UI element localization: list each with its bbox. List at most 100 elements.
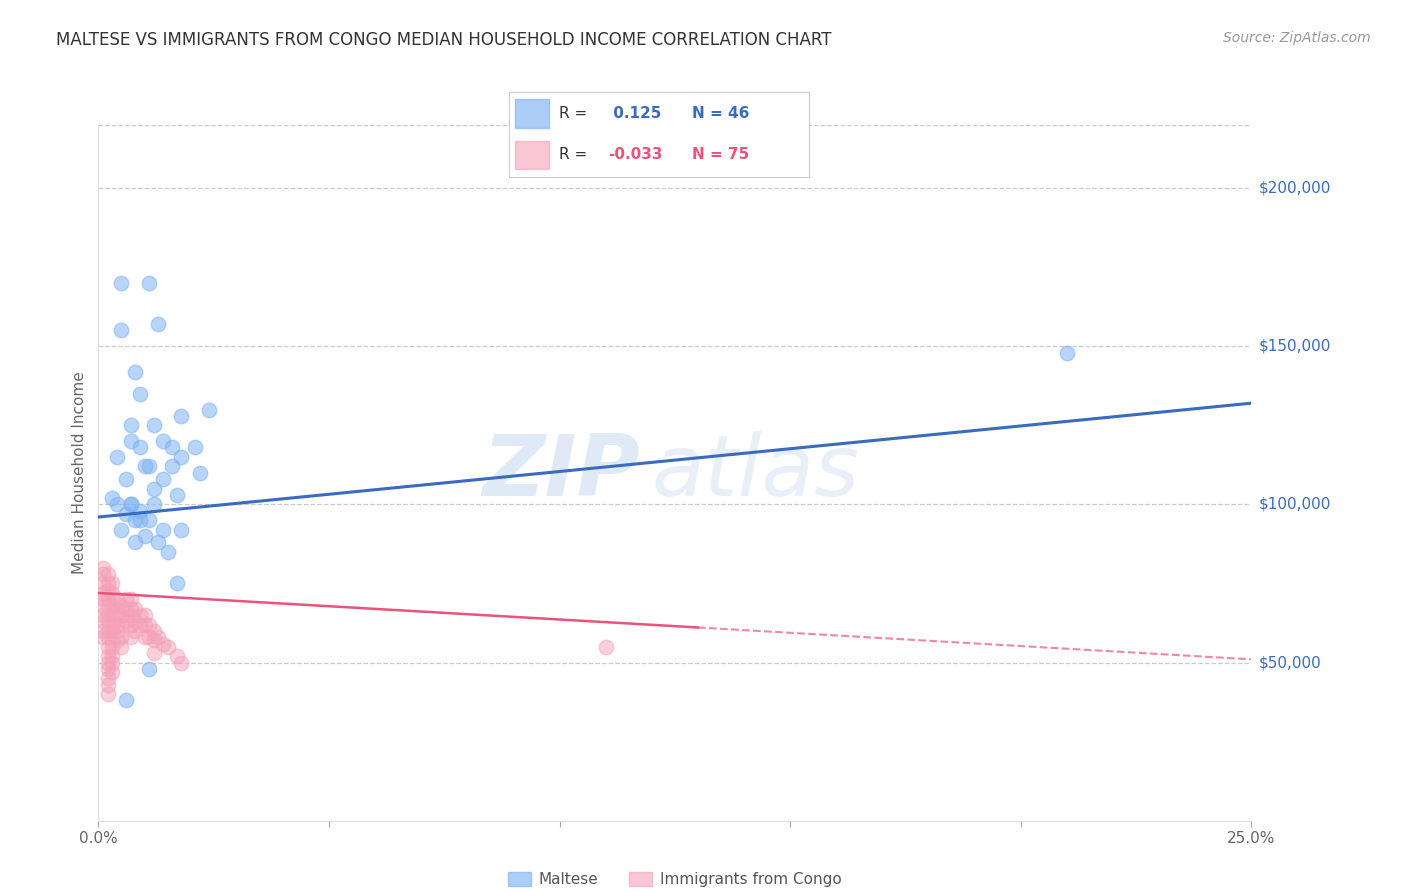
Point xyxy=(170,450,193,464)
Text: 0.125: 0.125 xyxy=(609,106,662,120)
Point xyxy=(134,529,156,543)
Point xyxy=(110,608,132,623)
Point xyxy=(142,482,165,496)
Point xyxy=(188,466,211,480)
Point xyxy=(170,523,193,537)
Point xyxy=(170,409,193,423)
Point xyxy=(120,497,142,511)
Point xyxy=(138,662,160,676)
Point xyxy=(91,576,114,591)
Point xyxy=(198,402,221,417)
Point xyxy=(120,434,142,449)
Point xyxy=(184,441,207,455)
Text: MALTESE VS IMMIGRANTS FROM CONGO MEDIAN HOUSEHOLD INCOME CORRELATION CHART: MALTESE VS IMMIGRANTS FROM CONGO MEDIAN … xyxy=(56,31,832,49)
Point xyxy=(105,624,128,638)
Point xyxy=(110,323,132,337)
Point xyxy=(142,624,165,638)
Point xyxy=(152,523,174,537)
Point xyxy=(120,630,142,644)
Point xyxy=(120,418,142,433)
Point xyxy=(120,497,142,511)
Point xyxy=(97,576,120,591)
Point xyxy=(129,441,152,455)
Point xyxy=(91,615,114,629)
Point xyxy=(129,617,152,632)
Point xyxy=(134,630,156,644)
Point xyxy=(105,633,128,648)
Point xyxy=(124,365,146,379)
Point xyxy=(138,630,160,644)
Point xyxy=(142,633,165,648)
Text: $150,000: $150,000 xyxy=(1258,339,1330,354)
Point xyxy=(97,624,120,638)
Point xyxy=(160,459,183,474)
Point xyxy=(120,617,142,632)
Point xyxy=(152,636,174,650)
Point xyxy=(170,656,193,670)
Point xyxy=(134,608,156,623)
Point xyxy=(97,566,120,581)
Point xyxy=(105,601,128,615)
Text: R =: R = xyxy=(558,106,586,120)
Point xyxy=(97,615,120,629)
Point xyxy=(101,576,124,591)
Point xyxy=(97,608,120,623)
Text: $50,000: $50,000 xyxy=(1258,655,1322,670)
Point xyxy=(134,617,156,632)
Point xyxy=(142,418,165,433)
Point xyxy=(148,317,170,331)
Point xyxy=(91,586,114,600)
Legend: Maltese, Immigrants from Congo: Maltese, Immigrants from Congo xyxy=(502,866,848,892)
Point xyxy=(138,459,160,474)
Text: atlas: atlas xyxy=(652,431,860,515)
Point xyxy=(110,640,132,654)
Point xyxy=(91,592,114,607)
Point xyxy=(97,592,120,607)
Text: ZIP: ZIP xyxy=(482,431,640,515)
Point xyxy=(134,459,156,474)
Point xyxy=(124,601,146,615)
Text: $100,000: $100,000 xyxy=(1258,497,1330,512)
Point xyxy=(91,566,114,581)
Y-axis label: Median Household Income: Median Household Income xyxy=(72,371,87,574)
Point xyxy=(101,617,124,632)
Point xyxy=(115,592,138,607)
Point xyxy=(160,441,183,455)
Text: N = 75: N = 75 xyxy=(692,147,749,161)
Point xyxy=(110,617,132,632)
Point xyxy=(101,599,124,613)
Point xyxy=(152,434,174,449)
Text: Source: ZipAtlas.com: Source: ZipAtlas.com xyxy=(1223,31,1371,45)
Point xyxy=(101,656,124,670)
Point xyxy=(124,624,146,638)
Point xyxy=(115,693,138,707)
Point xyxy=(91,624,114,638)
Point xyxy=(124,513,146,527)
Point xyxy=(97,656,120,670)
Point xyxy=(115,615,138,629)
Point xyxy=(97,662,120,676)
Point xyxy=(129,386,152,401)
Point xyxy=(105,592,128,607)
Point xyxy=(110,523,132,537)
Text: R =: R = xyxy=(558,147,586,161)
Point xyxy=(97,649,120,664)
Point xyxy=(166,576,188,591)
Point xyxy=(101,624,124,638)
Point xyxy=(101,586,124,600)
Point xyxy=(115,472,138,486)
Point xyxy=(124,535,146,549)
Point xyxy=(166,649,188,664)
Point xyxy=(101,665,124,679)
FancyBboxPatch shape xyxy=(516,99,550,128)
Point xyxy=(152,472,174,486)
Point xyxy=(97,630,120,644)
Point xyxy=(110,599,132,613)
Point xyxy=(129,504,152,518)
Point xyxy=(129,608,152,623)
Point xyxy=(101,491,124,505)
Text: $200,000: $200,000 xyxy=(1258,181,1330,195)
Point xyxy=(120,608,142,623)
Point xyxy=(105,497,128,511)
Point xyxy=(105,617,128,632)
